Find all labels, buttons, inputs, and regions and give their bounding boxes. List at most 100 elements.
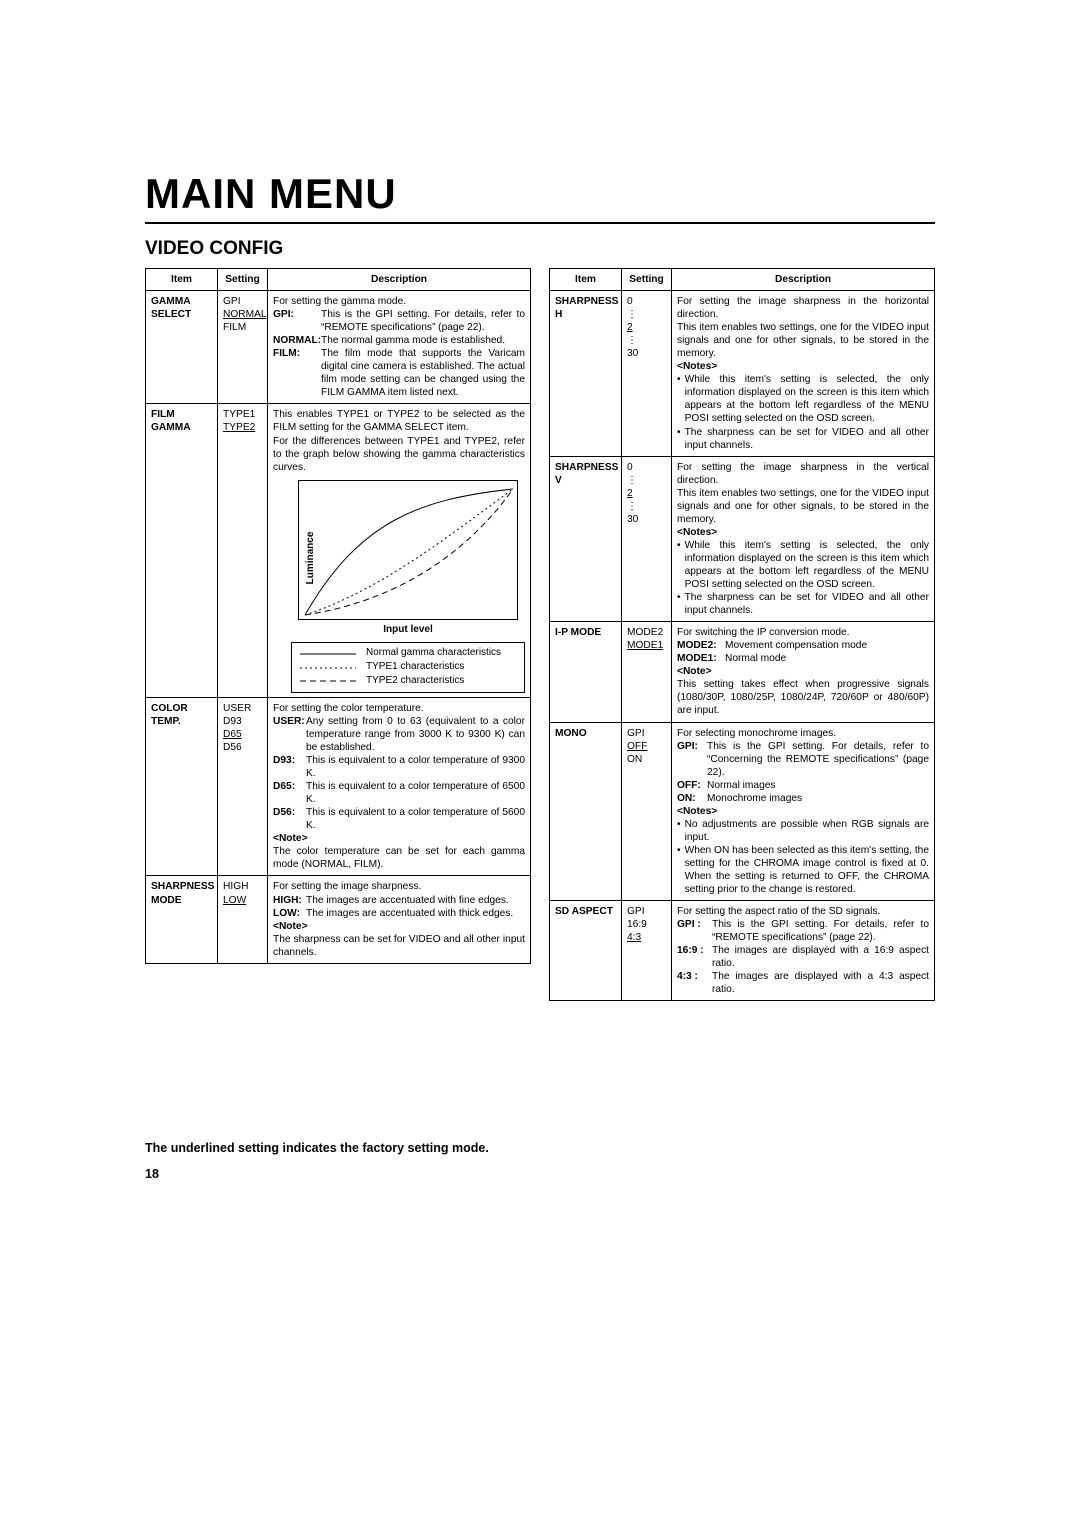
legend-swatch-icon — [300, 664, 356, 672]
item-label: GAMMA SELECT — [146, 291, 218, 404]
text: For setting the image sharpness in the v… — [677, 461, 929, 487]
def-row: 16:9 :The images are displayed with a 16… — [677, 944, 929, 970]
settings-cell: HIGH LOW — [218, 876, 268, 963]
def-term: NORMAL: — [273, 334, 321, 347]
def-term: D65: — [273, 780, 306, 806]
row-sd-aspect: SD ASPECT GPI 16:9 4:3 For setting the a… — [550, 901, 935, 1001]
right-column: Item Setting Description SHARPNESS H 0 ⋮… — [549, 268, 935, 1001]
row-sharpness-mode: SHARPNESS MODE HIGH LOW For setting the … — [146, 876, 531, 963]
def-row: D93:This is equivalent to a color temper… — [273, 754, 525, 780]
bullet: No adjustments are possible when RGB sig… — [677, 818, 929, 844]
def-desc: The images are accentuated with thick ed… — [306, 907, 525, 920]
def-desc: The images are accentuated with fine edg… — [306, 894, 525, 907]
def-term: OFF: — [677, 779, 707, 792]
settings-cell: USER D93 D65 D56 — [218, 697, 268, 876]
text: For setting the color temperature. — [273, 702, 525, 715]
def-desc: Normal images — [707, 779, 929, 792]
row-gamma-select: GAMMA SELECT GPI NORMAL FILM For setting… — [146, 291, 531, 404]
note-heading: <Note> — [677, 665, 929, 678]
def-row: D56:This is equivalent to a color temper… — [273, 806, 525, 832]
legend-label: Normal gamma characteristics — [366, 647, 501, 660]
setting-value: GPI — [223, 295, 262, 308]
description-cell: For setting the aspect ratio of the SD s… — [672, 901, 935, 1001]
setting-dots: ⋮ — [627, 334, 666, 347]
columns: Item Setting Description GAMMA SELECT GP… — [145, 268, 935, 1001]
def-desc: The normal gamma mode is established. — [321, 334, 525, 347]
legend-row: Normal gamma characteristics — [300, 647, 516, 660]
left-column: Item Setting Description GAMMA SELECT GP… — [145, 268, 531, 964]
row-ip-mode: I-P MODE MODE2 MODE1 For switching the I… — [550, 622, 935, 722]
setting-value: GPI — [627, 905, 666, 918]
page-title: MAIN MENU — [145, 170, 935, 224]
description-cell: For switching the IP conversion mode. MO… — [672, 622, 935, 722]
note-text: The color temperature can be set for eac… — [273, 845, 525, 871]
col-header-item: Item — [146, 269, 218, 291]
page-number: 18 — [145, 1167, 935, 1181]
setting-value: 0 — [627, 461, 666, 474]
item-label: MONO — [550, 722, 622, 901]
left-table: Item Setting Description GAMMA SELECT GP… — [145, 268, 531, 964]
col-header-item: Item — [550, 269, 622, 291]
def-desc: Monochrome images — [707, 792, 929, 805]
def-term: GPI : — [677, 918, 712, 944]
def-desc: This is equivalent to a color temperatur… — [306, 780, 525, 806]
def-term: FILM: — [273, 347, 321, 399]
def-row: 4:3 :The images are displayed with a 4:3… — [677, 970, 929, 996]
def-term: LOW: — [273, 907, 306, 920]
bullet: The sharpness can be set for VIDEO and a… — [677, 426, 929, 452]
def-row: MODE1:Normal mode — [677, 652, 929, 665]
setting-value: ON — [627, 753, 666, 766]
def-term: ON: — [677, 792, 707, 805]
def-desc: This is equivalent to a color temperatur… — [306, 806, 525, 832]
item-label: SHARPNESS H — [550, 291, 622, 457]
def-desc: This is the GPI setting. For details, re… — [707, 740, 929, 779]
settings-cell: GPI 16:9 4:3 — [622, 901, 672, 1001]
description-cell: This enables TYPE1 or TYPE2 to be select… — [268, 404, 531, 697]
bullet: When ON has been selected as this item's… — [677, 844, 929, 896]
def-row: OFF:Normal images — [677, 779, 929, 792]
def-desc: Normal mode — [725, 652, 929, 665]
text: For setting the image sharpness. — [273, 880, 525, 893]
bullet: While this item's setting is selected, t… — [677, 539, 929, 591]
setting-value: 16:9 — [627, 918, 666, 931]
bullet: The sharpness can be set for VIDEO and a… — [677, 591, 929, 617]
item-label: SHARPNESS MODE — [146, 876, 218, 963]
settings-cell: 0 ⋮ 2 ⋮ 30 — [622, 291, 672, 457]
legend-label: TYPE2 characteristics — [366, 675, 464, 688]
def-row: HIGH:The images are accentuated with fin… — [273, 894, 525, 907]
item-label: I-P MODE — [550, 622, 622, 722]
setting-value: 30 — [627, 347, 666, 360]
setting-dots: ⋮ — [627, 474, 666, 487]
gamma-chart: Luminance Input level — [273, 480, 525, 693]
def-row: LOW:The images are accentuated with thic… — [273, 907, 525, 920]
legend-row: TYPE1 characteristics — [300, 661, 516, 674]
setting-value: FILM — [223, 321, 262, 334]
curve-type1 — [305, 489, 513, 615]
chart-xlabel: Input level — [291, 624, 525, 637]
text: This item enables two settings, one for … — [677, 487, 929, 526]
curve-normal — [305, 489, 513, 615]
note-text: The sharpness can be set for VIDEO and a… — [273, 933, 525, 959]
setting-value: 4:3 — [627, 931, 666, 944]
def-desc: Any setting from 0 to 63 (equivalent to … — [306, 715, 525, 754]
description-cell: For setting the image sharpness in the h… — [672, 291, 935, 457]
row-sharpness-v: SHARPNESS V 0 ⋮ 2 ⋮ 30 For setting the i… — [550, 456, 935, 622]
text: For switching the IP conversion mode. — [677, 626, 929, 639]
item-label: SHARPNESS V — [550, 456, 622, 622]
description-cell: For setting the image sharpness in the v… — [672, 456, 935, 622]
def-row: FILM: The film mode that supports the Va… — [273, 347, 525, 399]
col-header-setting: Setting — [622, 269, 672, 291]
text: For setting the image sharpness in the h… — [677, 295, 929, 321]
setting-value: HIGH — [223, 880, 262, 893]
def-row: NORMAL: The normal gamma mode is establi… — [273, 334, 525, 347]
setting-value: 0 — [627, 295, 666, 308]
item-label: COLOR TEMP. — [146, 697, 218, 876]
text: This enables TYPE1 or TYPE2 to be select… — [273, 408, 525, 434]
note-heading: <Notes> — [677, 805, 929, 818]
note-text: This setting takes effect when progressi… — [677, 678, 929, 717]
def-desc: This is equivalent to a color temperatur… — [306, 754, 525, 780]
description-cell: For setting the color temperature. USER:… — [268, 697, 531, 876]
setting-value: TYPE1 — [223, 408, 262, 421]
row-film-gamma: FILM GAMMA TYPE1 TYPE2 This enables TYPE… — [146, 404, 531, 697]
def-row: USER:Any setting from 0 to 63 (equivalen… — [273, 715, 525, 754]
